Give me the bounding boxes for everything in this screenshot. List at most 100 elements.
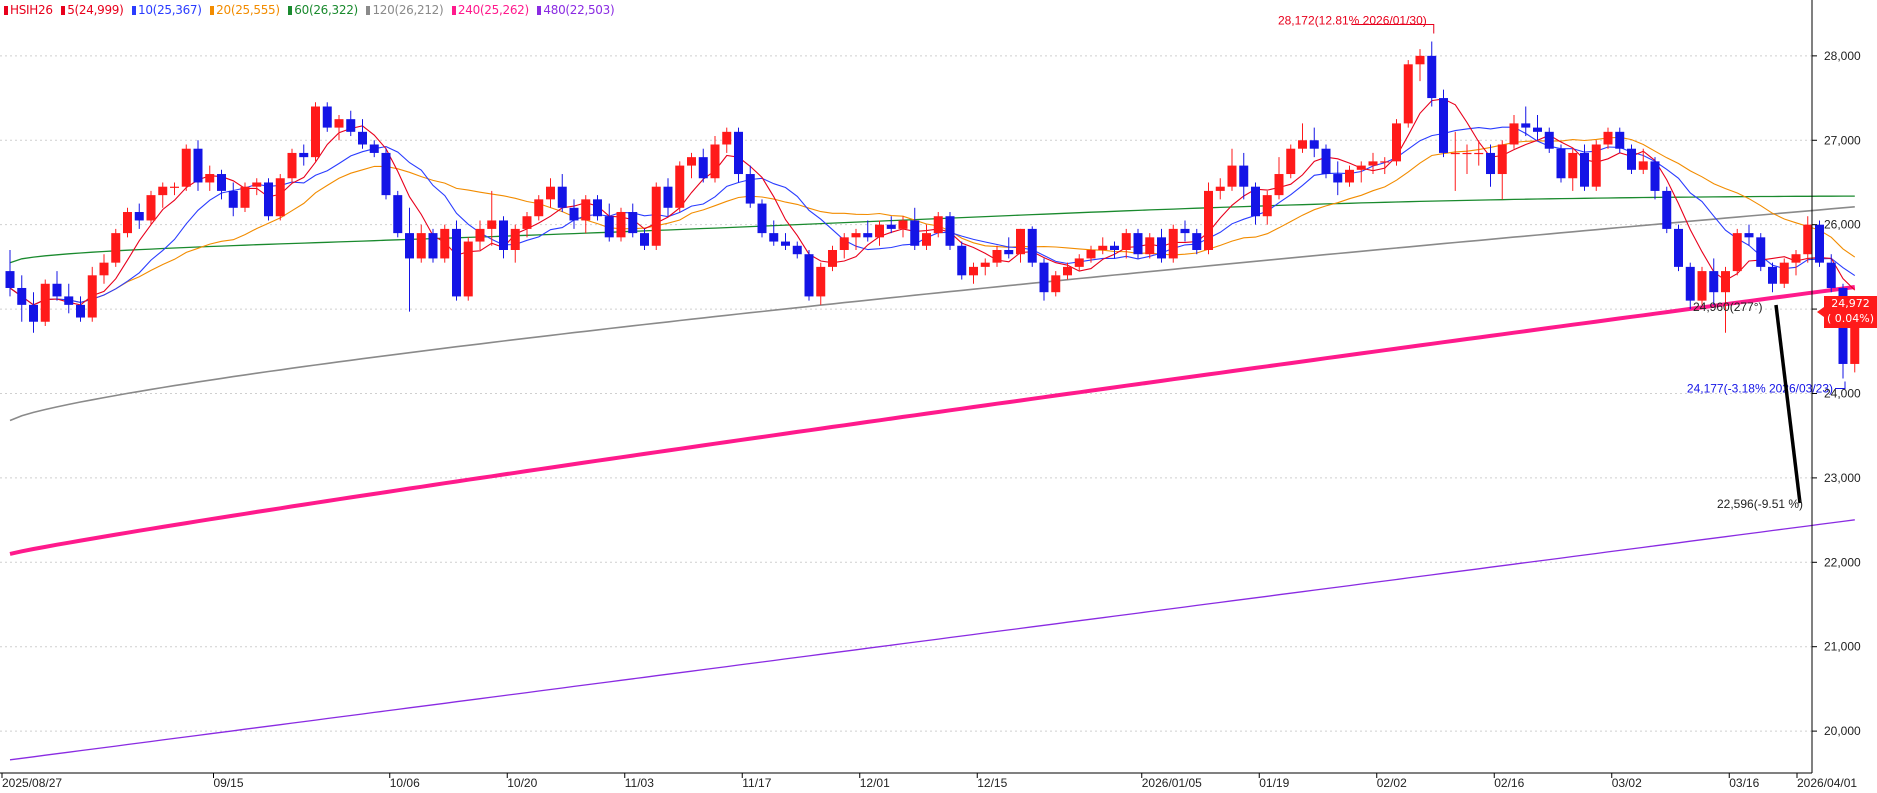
- candle-body: [1533, 127, 1542, 132]
- candle-body: [499, 220, 508, 250]
- candle-body: [1251, 186, 1260, 217]
- candle-body: [358, 131, 367, 145]
- legend-ma240[interactable]: 240(25,262): [451, 3, 529, 17]
- trend-angle-label: 24,960(277°): [1693, 300, 1763, 314]
- x-tick-label: 12/01: [860, 776, 890, 790]
- candle-body: [1051, 275, 1061, 293]
- candle-body: [1086, 249, 1096, 259]
- y-tick-label: 20,000: [1824, 724, 1861, 738]
- candle-body: [875, 224, 884, 238]
- current-price: 24,972: [1831, 297, 1870, 310]
- candle-body: [1403, 64, 1413, 124]
- candle-body: [722, 131, 732, 145]
- candle-body: [734, 131, 743, 175]
- ma5-line: [9, 98, 1856, 306]
- candle-body: [675, 165, 685, 208]
- candle-body: [992, 249, 1002, 263]
- candle-body: [1239, 165, 1249, 187]
- candle-body: [252, 182, 262, 187]
- ma240-line: [9, 285, 1856, 556]
- low-annotation: 24,177(-3.18% 2026/03/23): [1687, 382, 1833, 396]
- x-tick-label: 03/02: [1612, 776, 1642, 790]
- candle-body: [1204, 190, 1213, 250]
- candle-body: [99, 262, 109, 276]
- candle-body: [487, 220, 497, 229]
- candle-body: [1415, 55, 1425, 65]
- candle-body: [663, 186, 673, 208]
- candle-body: [1110, 245, 1119, 250]
- candle-body: [1380, 161, 1390, 163]
- candle-body: [1145, 237, 1155, 255]
- candle-body: [969, 266, 978, 276]
- candle-body: [264, 182, 273, 217]
- x-tick-label: 11/17: [742, 776, 771, 790]
- candle-body: [1392, 123, 1401, 162]
- candle-body: [1521, 123, 1531, 128]
- candle-body: [1098, 245, 1108, 250]
- legend-ma10[interactable]: 10(25,367): [132, 3, 202, 17]
- candle-body: [287, 152, 297, 179]
- candle-body: [1674, 228, 1683, 267]
- candle-body: [945, 216, 955, 246]
- candle-body: [428, 233, 438, 259]
- candle-body: [687, 157, 696, 166]
- candle-body: [5, 271, 15, 288]
- high-annotation: 28,172(12.81% 2026/01/30): [1278, 14, 1427, 28]
- x-tick-label: 2025/08/27: [2, 776, 62, 790]
- legend-symbol[interactable]: HSIH26: [4, 3, 56, 17]
- x-tick-label: 02/02: [1377, 776, 1407, 790]
- y-tick-label: 22,000: [1824, 555, 1861, 569]
- y-tick-label: 24,000: [1824, 386, 1861, 400]
- candle-body: [1168, 228, 1178, 259]
- low-marker-line: [1835, 381, 1846, 390]
- candle-body: [804, 254, 814, 297]
- candle-body: [510, 228, 520, 250]
- candle-body: [604, 216, 614, 238]
- candle-body: [1262, 195, 1272, 217]
- candle-body: [651, 186, 661, 246]
- candle-body: [217, 174, 226, 191]
- candle-body: [1004, 249, 1014, 255]
- candle-body: [393, 195, 403, 234]
- legend-ma20[interactable]: 20(25,555): [210, 3, 280, 17]
- candle-body: [1638, 161, 1648, 170]
- candle-body: [1462, 152, 1472, 155]
- candle-body: [1603, 131, 1613, 145]
- x-tick-label: 09/15: [214, 776, 244, 790]
- candle-body: [546, 186, 555, 200]
- candle-body: [1368, 161, 1378, 166]
- legend-ma480[interactable]: 480(22,503): [537, 3, 615, 17]
- candle-body: [1439, 98, 1448, 153]
- candle-body: [40, 283, 50, 322]
- candle-body: [1580, 152, 1589, 187]
- candle-body: [228, 190, 238, 208]
- legend-ma120[interactable]: 120(26,212): [366, 3, 444, 17]
- candle-body: [1450, 152, 1460, 155]
- candle-body: [757, 203, 767, 234]
- candle-body: [1039, 262, 1049, 293]
- candle-body: [1815, 224, 1824, 263]
- annotations: 28,172(12.81% 2026/01/30) 24,177(-3.18% 2…: [1278, 14, 1846, 511]
- candle-body: [334, 119, 344, 128]
- x-tick-label: 01/19: [1259, 776, 1289, 790]
- candle-body: [1133, 233, 1143, 255]
- grid-layer: [0, 55, 1812, 732]
- legend-ma5[interactable]: 5(24,999): [61, 3, 124, 17]
- candle-body: [710, 144, 720, 179]
- legend-ma60[interactable]: 60(26,322): [288, 3, 358, 17]
- candle-body: [769, 233, 779, 242]
- candle-body: [1063, 266, 1072, 276]
- candle-body: [522, 216, 532, 229]
- candle-body: [1321, 148, 1331, 175]
- current-price-badge: 24,972 ( 0.04%): [1817, 296, 1877, 328]
- candle-body: [1556, 148, 1566, 179]
- candle-body: [123, 212, 132, 234]
- candle-body: [1709, 271, 1719, 293]
- candle-body: [980, 262, 990, 267]
- candle-body: [440, 228, 450, 259]
- candle-body: [1568, 152, 1578, 179]
- candle-body: [1509, 123, 1519, 145]
- current-change: ( 0.04%): [1826, 312, 1875, 325]
